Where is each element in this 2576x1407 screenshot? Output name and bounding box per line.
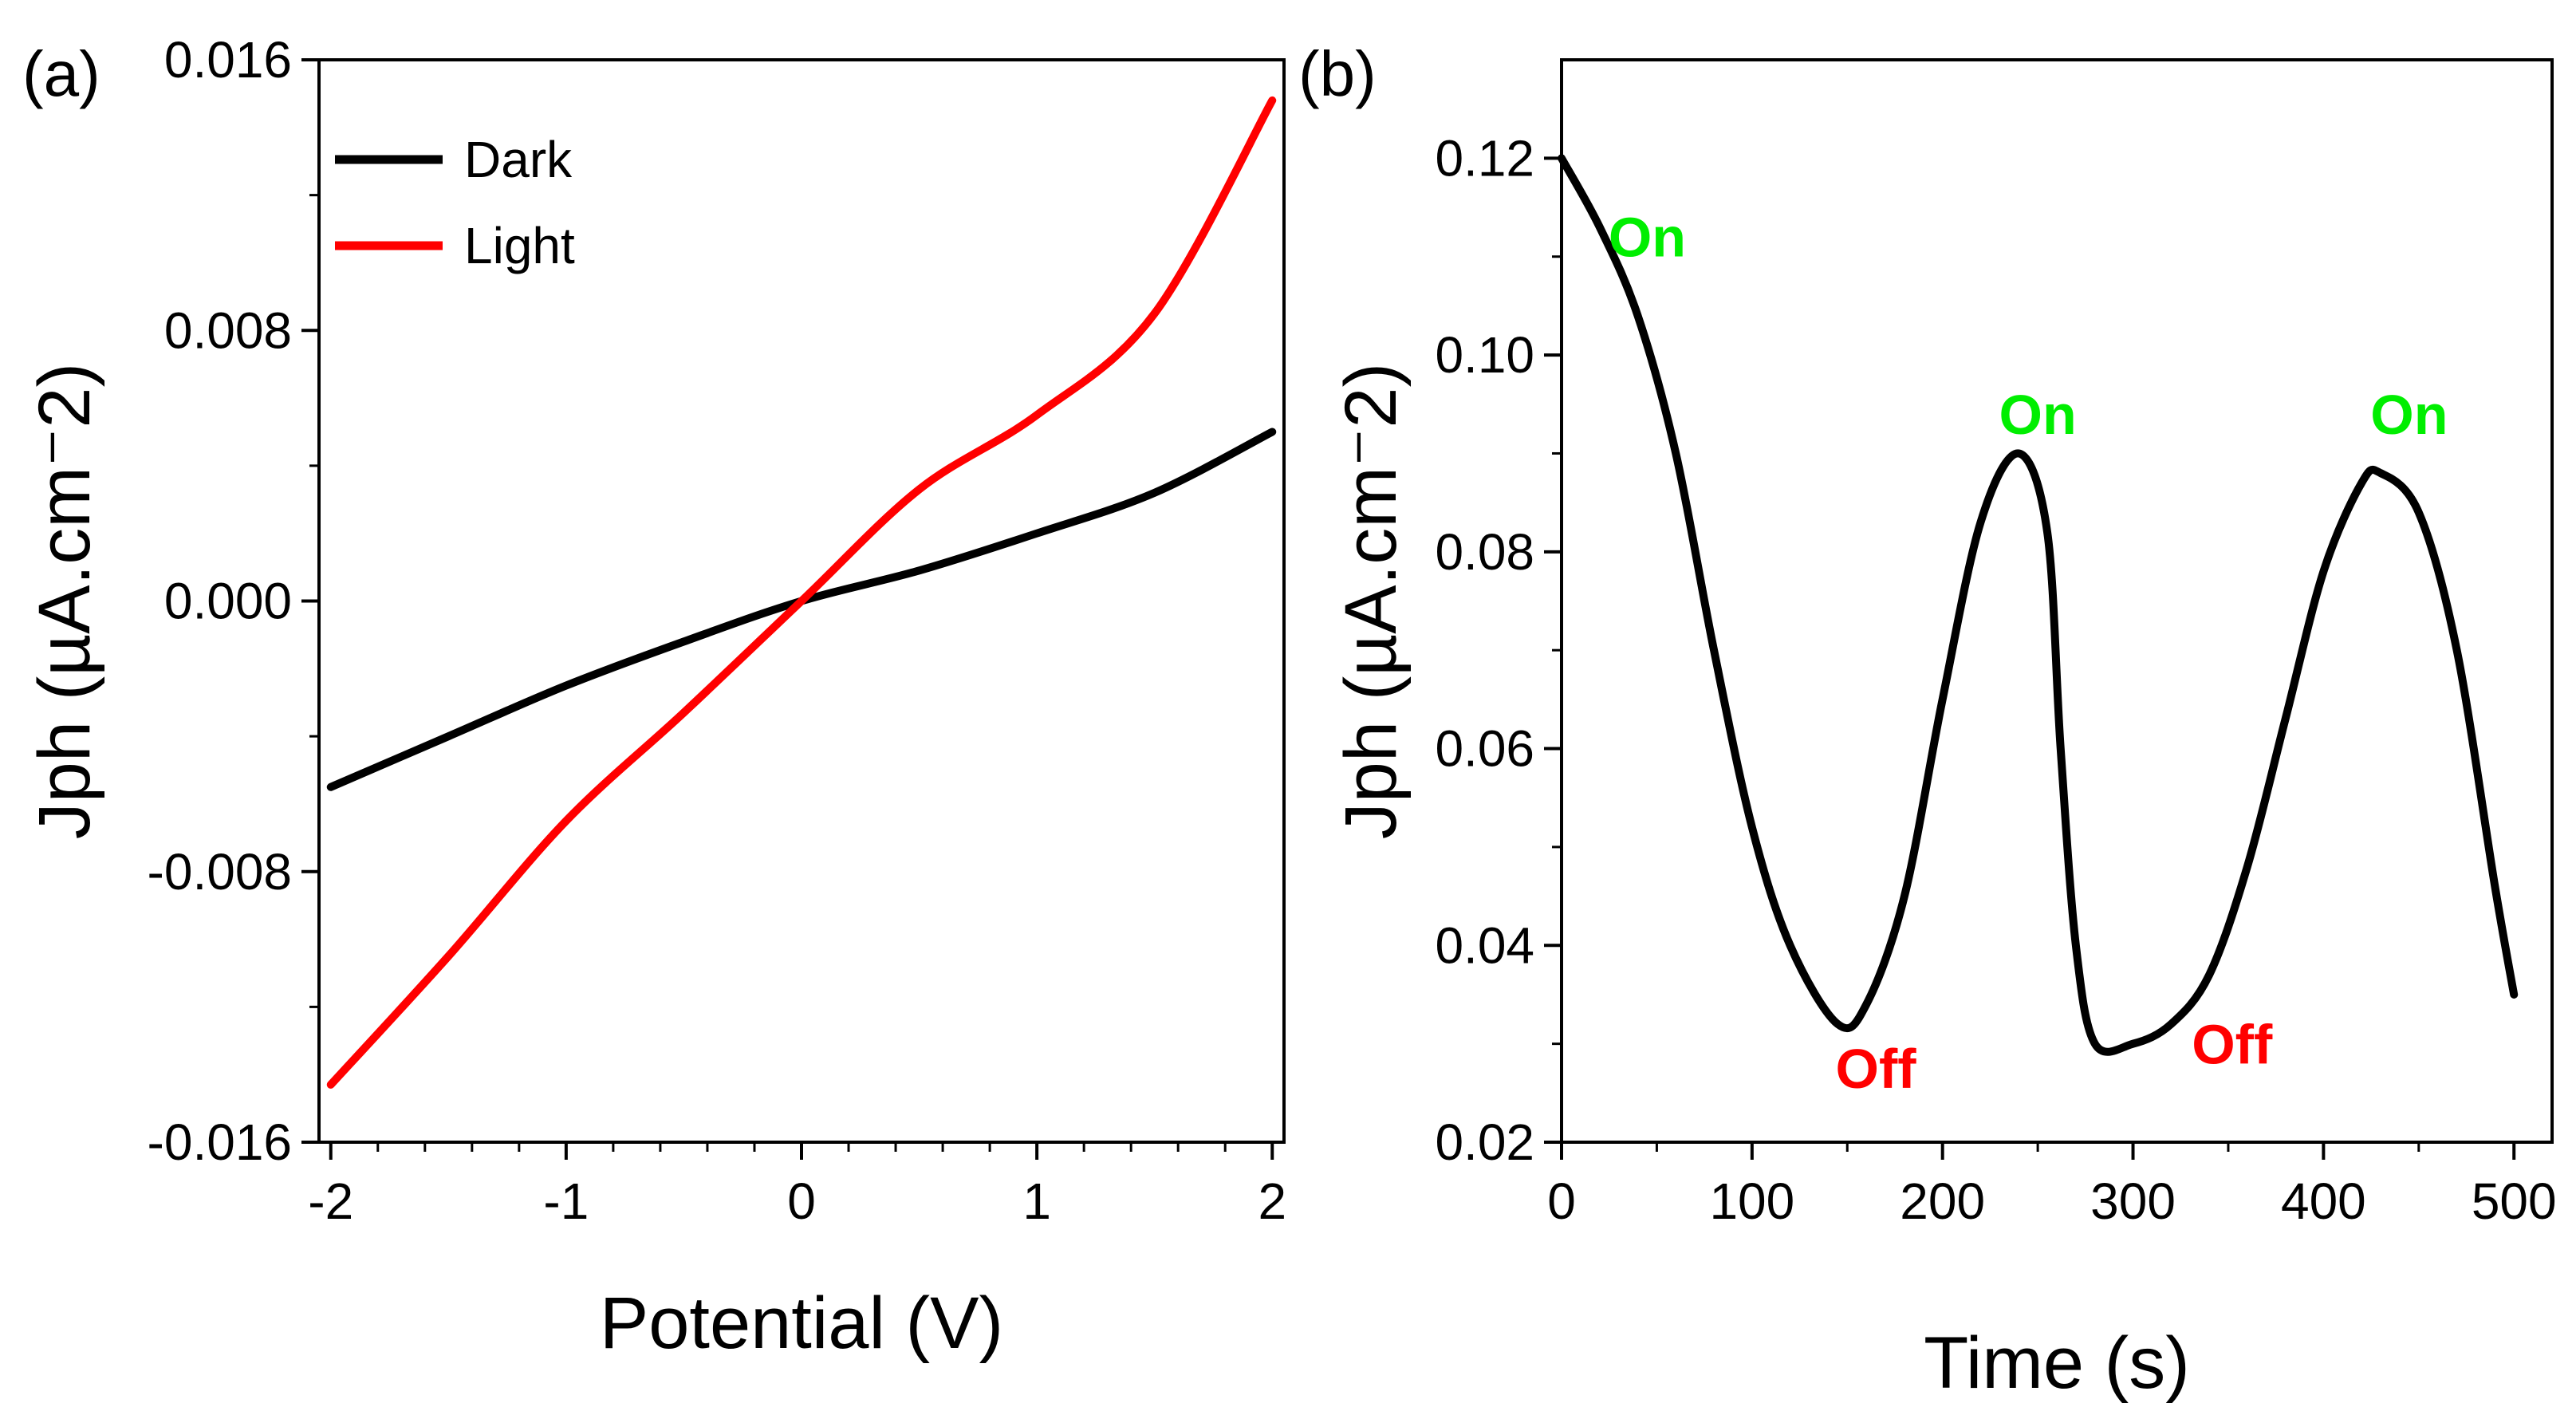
legend-label-light: Light xyxy=(464,217,575,274)
annotation-on: On xyxy=(1609,207,1686,269)
y-tick-label: 0.06 xyxy=(1435,720,1534,778)
x-tick-label: 200 xyxy=(1900,1172,1985,1230)
panel-label: (b) xyxy=(1298,38,1377,109)
series-line-light xyxy=(326,96,1277,1089)
annotation-on: On xyxy=(2370,384,2448,446)
x-tick-label: 500 xyxy=(2472,1172,2557,1230)
x-tick-label: 0 xyxy=(1547,1172,1576,1230)
plot-frame xyxy=(1560,58,2554,1144)
annotation-off: Off xyxy=(2192,1013,2273,1075)
x-tick-label: 100 xyxy=(1709,1172,1794,1230)
x-tick-label: -1 xyxy=(543,1172,589,1230)
x-tick-label: 400 xyxy=(2281,1172,2366,1230)
y-tick-label: 0.10 xyxy=(1435,326,1534,384)
y-tick-label: 0.008 xyxy=(164,302,292,359)
y-tick-label: 0.02 xyxy=(1435,1113,1534,1171)
panel-a: -2 -1 0 1 2 -0.016 -0.008 0.000 0.008 0.016 Potent… xyxy=(22,31,1286,1364)
y-tick-label: -0.008 xyxy=(148,843,292,901)
y-tick-label: 0.016 xyxy=(164,31,292,89)
x-axis-title: Potential (V) xyxy=(600,1283,1003,1364)
y-tick-label: 0.000 xyxy=(164,573,292,630)
y-axis-title: Jph (µA.cm⁻2) xyxy=(1330,363,1412,839)
y-axis-title: Jph (µA.cm⁻2) xyxy=(24,363,105,839)
y-tick-label: 0.04 xyxy=(1435,916,1534,974)
y-tick-label: 0.12 xyxy=(1435,129,1534,187)
x-tick-label: -2 xyxy=(308,1172,353,1230)
x-tick-label: 0 xyxy=(787,1172,816,1230)
y-tick-label: -0.016 xyxy=(148,1113,292,1171)
panel-label: (a) xyxy=(22,38,100,109)
x-axis-title: Time (s) xyxy=(1924,1322,2190,1403)
x-tick-label: 300 xyxy=(2090,1172,2176,1230)
legend-label-dark: Dark xyxy=(464,131,573,188)
annotation-off: Off xyxy=(1836,1038,1917,1100)
series-line-jph xyxy=(1558,154,2519,1056)
panel-b: 0 100 200 300 400 500 0.02 0.04 0.06 0.08 0.10 0.12… xyxy=(1298,38,2557,1404)
annotation-on: On xyxy=(1999,384,2077,446)
x-tick-label: 2 xyxy=(1258,1172,1286,1230)
y-tick-label: 0.08 xyxy=(1435,523,1534,581)
x-tick-label: 1 xyxy=(1022,1172,1051,1230)
